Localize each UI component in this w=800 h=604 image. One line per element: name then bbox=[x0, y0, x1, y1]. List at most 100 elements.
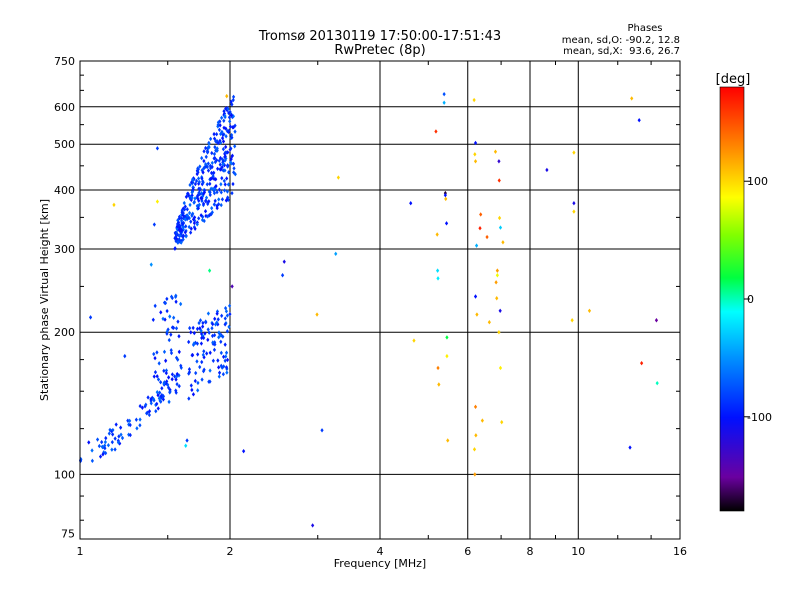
data-point bbox=[220, 197, 225, 202]
data-point bbox=[189, 219, 193, 224]
data-point bbox=[225, 329, 229, 334]
data-point bbox=[473, 404, 478, 410]
data-point bbox=[193, 226, 197, 231]
data-point bbox=[193, 378, 197, 384]
data-point bbox=[113, 436, 117, 441]
data-point bbox=[193, 181, 198, 187]
data-point bbox=[226, 164, 230, 169]
data-point bbox=[187, 367, 192, 372]
data-point bbox=[128, 432, 132, 438]
data-point bbox=[497, 178, 501, 183]
data-point bbox=[147, 409, 152, 414]
data-point bbox=[199, 341, 204, 346]
data-point bbox=[228, 119, 232, 124]
data-point bbox=[182, 200, 186, 206]
data-point bbox=[210, 150, 214, 156]
data-point bbox=[196, 176, 201, 181]
data-point bbox=[104, 450, 108, 456]
data-point bbox=[232, 124, 236, 130]
data-point bbox=[498, 308, 502, 313]
data-point bbox=[206, 337, 210, 343]
data-point bbox=[197, 179, 201, 185]
data-point bbox=[212, 176, 216, 182]
data-point bbox=[445, 353, 449, 359]
data-point bbox=[189, 230, 193, 235]
data-point bbox=[196, 380, 200, 386]
data-point bbox=[210, 205, 214, 211]
x-tick-label: 16 bbox=[673, 545, 687, 558]
data-point bbox=[95, 437, 100, 442]
data-point bbox=[572, 201, 576, 206]
data-point bbox=[219, 182, 223, 187]
data-point bbox=[103, 443, 107, 448]
data-point bbox=[175, 381, 179, 387]
data-point bbox=[445, 335, 449, 340]
data-point bbox=[219, 140, 223, 145]
data-point bbox=[211, 321, 215, 327]
data-point bbox=[231, 161, 236, 167]
data-point bbox=[233, 144, 237, 149]
data-point bbox=[201, 170, 205, 175]
data-point bbox=[203, 209, 208, 214]
data-point bbox=[184, 194, 188, 200]
data-point bbox=[155, 374, 159, 379]
data-point bbox=[191, 177, 195, 182]
data-point bbox=[436, 268, 440, 273]
x-tick-label: 10 bbox=[571, 545, 585, 558]
data-point bbox=[225, 370, 229, 375]
data-point bbox=[168, 389, 172, 394]
data-point bbox=[213, 322, 218, 327]
data-point bbox=[149, 262, 153, 267]
data-point bbox=[192, 330, 196, 336]
colorbar-tick-label: 100 bbox=[747, 175, 768, 188]
data-point bbox=[212, 131, 216, 137]
data-point bbox=[320, 428, 324, 433]
data-point bbox=[206, 161, 210, 166]
data-point bbox=[106, 443, 111, 448]
data-point bbox=[191, 392, 196, 397]
data-point bbox=[219, 202, 223, 208]
data-point bbox=[208, 181, 212, 187]
data-point bbox=[334, 251, 338, 257]
data-point bbox=[232, 166, 236, 171]
data-point bbox=[219, 131, 223, 137]
data-point bbox=[191, 211, 195, 216]
data-point bbox=[204, 319, 208, 324]
x-tick-label: 1 bbox=[77, 545, 84, 558]
data-point bbox=[134, 417, 138, 422]
data-point bbox=[473, 159, 478, 164]
data-point bbox=[495, 296, 499, 301]
data-point bbox=[188, 202, 192, 208]
data-point bbox=[195, 341, 200, 346]
data-point bbox=[572, 150, 576, 155]
data-point bbox=[168, 314, 172, 319]
data-point bbox=[221, 161, 225, 167]
data-point bbox=[128, 418, 132, 424]
data-point bbox=[228, 160, 233, 165]
data-point bbox=[217, 370, 222, 375]
x-tick-label: 2 bbox=[227, 545, 234, 558]
data-point bbox=[222, 118, 226, 124]
data-point bbox=[146, 395, 150, 400]
data-point bbox=[211, 173, 215, 179]
phases-legend-title: Phases bbox=[627, 23, 662, 34]
data-point bbox=[230, 153, 234, 159]
data-point bbox=[231, 97, 235, 103]
data-point bbox=[201, 180, 205, 185]
data-point bbox=[216, 140, 220, 146]
data-point bbox=[495, 268, 499, 273]
data-point bbox=[175, 371, 179, 377]
data-point bbox=[165, 331, 169, 336]
data-point bbox=[151, 317, 155, 322]
data-point bbox=[223, 154, 227, 160]
data-point bbox=[192, 200, 196, 205]
data-point bbox=[208, 379, 212, 384]
data-point bbox=[126, 418, 130, 423]
data-point bbox=[198, 164, 202, 169]
data-point bbox=[436, 365, 440, 371]
data-point bbox=[192, 215, 197, 220]
data-point bbox=[221, 146, 226, 152]
data-point bbox=[212, 151, 217, 157]
data-point bbox=[201, 324, 205, 329]
